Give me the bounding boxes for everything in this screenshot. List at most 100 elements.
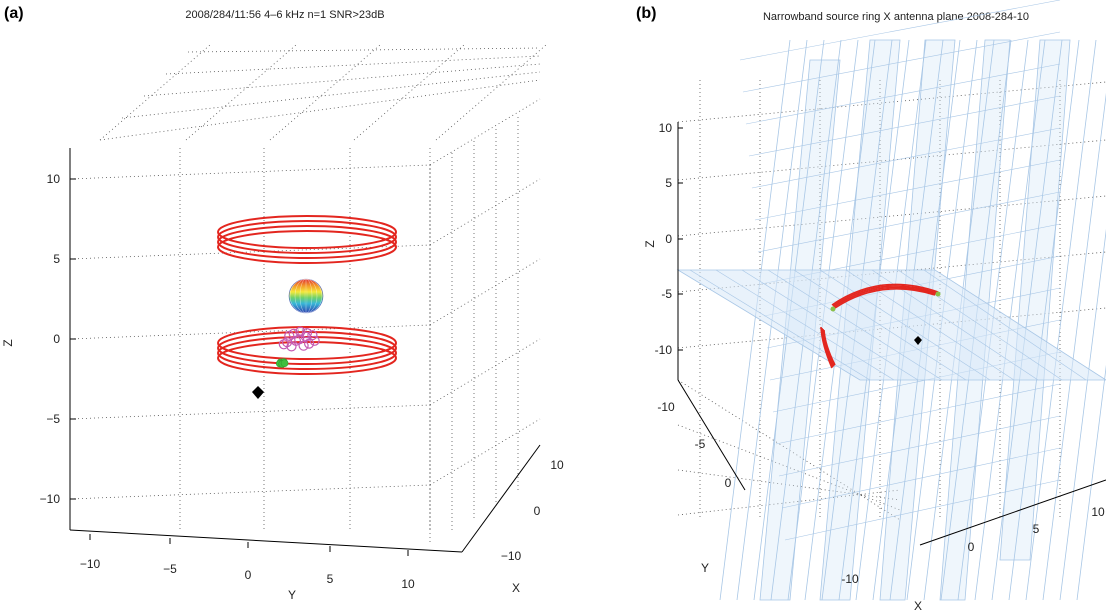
gridline-z-front <box>69 404 431 420</box>
magenta-source-point <box>295 326 306 337</box>
antenna-plane-crossline <box>754 159 1061 221</box>
antenna-plane-crossline <box>745 63 1061 125</box>
b-x-tick-label: -10 <box>841 572 859 586</box>
gridline-top <box>99 79 541 141</box>
source-ring-arc-lower <box>823 329 836 366</box>
antenna-plane-flat <box>676 269 1106 381</box>
antenna-plane-flat-meshline <box>793 269 967 381</box>
upper-ring-loop <box>217 215 397 249</box>
gridline-top <box>143 63 541 97</box>
panel-a-data-marks <box>217 215 397 399</box>
sphere-meridian <box>299 278 313 314</box>
source-ring-arc-lower <box>822 328 835 367</box>
gridline-z-front <box>69 164 431 180</box>
antenna-plane-crossline <box>742 31 1061 93</box>
gridline-top-depth <box>185 44 297 141</box>
panel-b-tick-labels: 10 5 0 -5 -10 -10 -5 0 -10 0 5 10 <box>655 121 1105 586</box>
antenna-plane-flat-meshline <box>767 269 943 381</box>
panel-b-xlabel: X <box>914 599 922 613</box>
sphere-meridian <box>304 278 308 314</box>
antenna-plane-meshline <box>1059 228 1106 601</box>
antenna-plane-meshline <box>1025 39 1097 601</box>
panel-a: (a) 2008/284/11:56 4–6 kHz n=1 SNR>23dB … <box>1 5 564 602</box>
panel-b-title: Narrowband source ring X antenna plane 2… <box>763 11 1029 23</box>
magenta-source-point <box>301 328 312 339</box>
upper-ring-loop <box>217 225 397 259</box>
panel-a-xlabel: X <box>512 581 520 595</box>
source-ring-arc-upper <box>831 283 939 306</box>
panel-b-antenna-plane <box>676 0 1106 601</box>
antenna-plane-crossline <box>775 383 1061 445</box>
gridline-z-side <box>429 338 541 406</box>
upper-ring-loop <box>217 230 397 264</box>
b-y-tick-label: -10 <box>657 400 675 414</box>
spacecraft-diamond <box>914 336 922 345</box>
antenna-plane-meshline <box>1008 39 1080 601</box>
antenna-plane-crossline <box>778 415 1061 477</box>
gridline-z-front <box>69 484 431 500</box>
panel-b-ylabel: Y <box>701 561 709 575</box>
antenna-plane-meshline <box>719 39 791 601</box>
b-x-axis-line <box>919 479 1106 546</box>
z-tick-label: 5 <box>53 252 60 266</box>
antenna-plane-crossline <box>781 447 1061 509</box>
b-z-tick-label: -10 <box>655 343 673 357</box>
green-source-point <box>280 359 289 368</box>
arc-end-marker <box>935 291 941 297</box>
panel-b: (b) Narrowband source ring X antenna pla… <box>636 0 1106 613</box>
b-z-tick-label: -5 <box>661 287 672 301</box>
panel-b-label: (b) <box>636 5 656 22</box>
b-z-tick-label: 10 <box>659 121 673 135</box>
magenta-source-point <box>304 338 315 349</box>
upper-ring-loop <box>217 220 397 254</box>
y-tick-label: 10 <box>401 577 415 591</box>
panel-a-title: 2008/284/11:56 4–6 kHz n=1 SNR>23dB <box>185 9 384 21</box>
panel-a-tick-labels: 10 5 0 −5 −10 −10 −5 0 5 10 10 0 −10 <box>40 172 564 591</box>
x-tick-label: 0 <box>534 504 541 518</box>
gridline-top-depth <box>435 44 547 141</box>
b-x-tick-label: 5 <box>1033 522 1040 536</box>
antenna-plane-crossline <box>784 479 1061 541</box>
gridline-z-side <box>429 178 541 246</box>
z-tick-label: −5 <box>46 412 60 426</box>
antenna-plane-crossline <box>751 127 1061 189</box>
source-ring-arc-lower <box>820 326 833 369</box>
y-tick-label: 0 <box>245 568 252 582</box>
antenna-plane-flat-meshline <box>715 269 895 381</box>
source-ring-arc-upper <box>834 288 936 309</box>
magenta-source-point <box>307 330 318 341</box>
b-y-tick-label: 0 <box>725 476 732 490</box>
magenta-source-point <box>309 335 320 346</box>
magenta-source-point <box>278 339 289 350</box>
z-tick-label: 0 <box>53 332 60 346</box>
b-y-axis-line <box>677 379 746 491</box>
spacecraft-diamond <box>252 386 264 399</box>
antenna-plane-meshline <box>1042 92 1106 601</box>
z-tick-label: −10 <box>40 492 61 506</box>
panel-a-axes <box>69 148 541 556</box>
gridline-top <box>187 47 541 53</box>
antenna-plane-crossline <box>757 191 1061 253</box>
sphere-meridian <box>289 278 323 314</box>
magenta-source-point <box>284 330 295 341</box>
source-ring-arc-lower <box>821 327 834 368</box>
panel-b-axes <box>677 122 1106 546</box>
b-z-tick-label: 5 <box>665 176 672 190</box>
panel-a-gridlines <box>69 44 547 545</box>
panel-a-ylabel: Y <box>288 588 296 602</box>
antenna-plane-meshline <box>991 39 1063 601</box>
antenna-plane-flat-meshline <box>923 269 1087 381</box>
panel-a-label: (a) <box>4 5 24 22</box>
b-gridline-floor <box>677 469 901 501</box>
x-tick-label: 10 <box>550 458 564 472</box>
antenna-plane-flat-meshline <box>689 269 871 381</box>
magenta-source-point <box>286 341 297 352</box>
arc-end-marker <box>830 306 836 312</box>
x-axis-line <box>461 444 541 553</box>
magenta-source-point <box>298 340 309 351</box>
antenna-plane-crossline <box>739 0 1061 61</box>
panel-b-data-marks <box>820 283 941 369</box>
z-tick-label: 10 <box>47 172 61 186</box>
sphere-meridian <box>289 278 323 314</box>
gridline-top-depth <box>269 44 381 141</box>
